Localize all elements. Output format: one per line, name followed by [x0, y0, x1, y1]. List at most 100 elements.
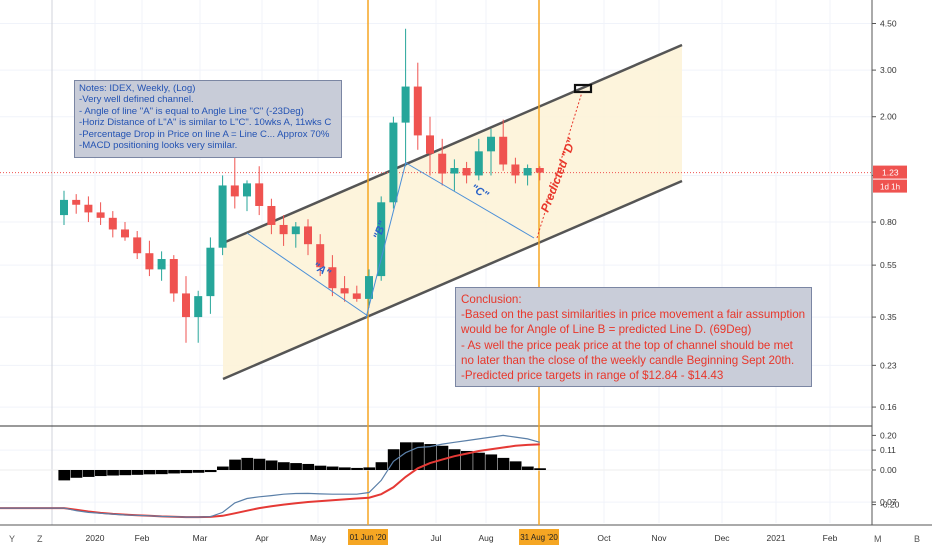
- candle-body: [352, 293, 361, 299]
- conclusion-line: Conclusion:: [461, 293, 522, 306]
- macd-histogram-bar: [534, 468, 546, 470]
- macd-histogram-bar: [217, 466, 229, 470]
- macd-histogram-bar: [253, 458, 266, 470]
- candle-body: [72, 199, 81, 205]
- macd-histogram-bar: [229, 459, 241, 470]
- price-tick-label: 0.55: [880, 260, 897, 270]
- candle-body: [499, 136, 508, 165]
- candle-body: [96, 212, 105, 218]
- date-marker-label: 01 Jun '20: [350, 533, 387, 542]
- macd-histogram-bar: [156, 470, 168, 475]
- candle-body: [169, 259, 178, 294]
- candle-body: [316, 244, 325, 268]
- candle-body: [450, 168, 459, 174]
- timeframe-label: 1d 1h: [880, 183, 900, 192]
- candle-body: [523, 168, 532, 176]
- candle-body: [438, 153, 447, 174]
- macd-histogram-bar: [241, 457, 254, 470]
- macd-histogram-bar: [278, 462, 290, 470]
- price-tick-label: 0.07: [880, 497, 897, 507]
- candle-body: [487, 136, 495, 152]
- macd-histogram-bar: [326, 466, 339, 470]
- toolbar-z-button[interactable]: Z: [37, 534, 43, 544]
- time-tick-label: May: [310, 533, 327, 543]
- macd-histogram-bar: [119, 470, 132, 476]
- trendline-c: [405, 162, 535, 239]
- macd-histogram-bar: [107, 470, 119, 476]
- macd-histogram-bar: [522, 466, 534, 470]
- macd-histogram-bar: [436, 445, 449, 470]
- channel-lower-line: [222, 179, 683, 381]
- price-tick-label: 0.23: [880, 360, 897, 370]
- notes-line: -MACD positioning looks very similar.: [79, 140, 238, 152]
- macd-histogram-bar: [339, 467, 351, 470]
- toolbar-y-button[interactable]: Y: [9, 534, 16, 544]
- toolbar-m-button[interactable]: M: [874, 534, 882, 544]
- toolbar-b-button[interactable]: B: [914, 534, 921, 544]
- conclusion-line: -Based on the past similarities in price…: [461, 308, 806, 322]
- conclusion-line: would be for Angle of Line B = predicted…: [461, 323, 752, 337]
- price-tick-label: 0.11: [880, 445, 896, 455]
- candle-body: [462, 168, 471, 176]
- candle-body: [121, 229, 129, 238]
- conclusion-box: Conclusion: -Based on the past similarit…: [455, 287, 812, 387]
- candle-body: [255, 183, 264, 206]
- price-tick-label: 2.00: [880, 112, 897, 122]
- candle-body: [377, 202, 386, 277]
- conclusion-line: - As well the price peak price at the to…: [461, 338, 793, 352]
- macd-histogram-bar: [351, 467, 363, 470]
- notes-line: -Very well defined channel.: [79, 94, 194, 106]
- macd-histogram-bar: [204, 470, 217, 473]
- macd-histogram-bar: [131, 470, 144, 475]
- date-marker-badge: [348, 529, 388, 545]
- candle-body: [340, 288, 349, 294]
- trendline-d: [536, 88, 584, 239]
- last-price-badge: [873, 165, 907, 179]
- time-tick-label: Dec: [714, 533, 730, 543]
- candle-body: [511, 164, 520, 176]
- time-tick-label: Jul: [431, 533, 442, 543]
- time-tick-label: Aug: [478, 533, 493, 543]
- conclusion-line: no later than the close of the weekly ca…: [461, 353, 795, 367]
- candle-body: [279, 224, 288, 235]
- time-tick-label: Feb: [135, 533, 150, 543]
- time-tick-label: Nov: [651, 533, 667, 543]
- macd-histogram-bar: [265, 460, 278, 470]
- date-marker-badge: [519, 529, 559, 545]
- macd-line: [0, 434, 540, 518]
- last-price-label: 1.23: [882, 168, 899, 178]
- macd-histogram-bar: [400, 442, 412, 470]
- macd-histogram-bar: [448, 449, 461, 470]
- macd-histogram-bar: [180, 470, 193, 474]
- trendline-b: [365, 161, 407, 319]
- candle-body: [194, 296, 203, 318]
- candle-body: [413, 86, 422, 136]
- macd-histogram-bar: [461, 450, 473, 470]
- macd-histogram-bar: [95, 470, 107, 477]
- candle-body: [474, 151, 483, 176]
- conclusion-line: -Predicted price targets in range of $12…: [461, 369, 724, 383]
- macd-histogram-bar: [387, 449, 400, 470]
- macd-histogram-bar: [363, 467, 376, 470]
- price-tick-label: 0.35: [880, 312, 897, 322]
- macd-histogram-bar: [58, 470, 71, 481]
- notes-line: -Horiz Distance of L"A" is similar to L"…: [79, 117, 332, 129]
- macd-histogram-bar: [314, 465, 327, 470]
- date-marker-label: 31 Aug '20: [520, 533, 558, 542]
- candle-body: [389, 122, 398, 203]
- candle-body: [328, 267, 337, 289]
- price-tick-label: 0.80: [880, 217, 897, 227]
- macd-histogram-bar: [375, 462, 388, 470]
- candle-body: [365, 276, 373, 299]
- macd-tick-label: 0.20: [880, 430, 897, 440]
- macd-histogram-bar: [143, 470, 156, 475]
- price-tick-label: 0.16: [880, 402, 897, 412]
- candle-body: [267, 205, 276, 225]
- macd-histogram-bar: [290, 463, 302, 470]
- target-box: [573, 83, 593, 94]
- time-tick-label: Feb: [823, 533, 838, 543]
- candle-body: [535, 168, 544, 173]
- macd-histogram-bar: [509, 461, 522, 470]
- timeframe-badge: [873, 179, 907, 193]
- candle-body: [108, 217, 117, 230]
